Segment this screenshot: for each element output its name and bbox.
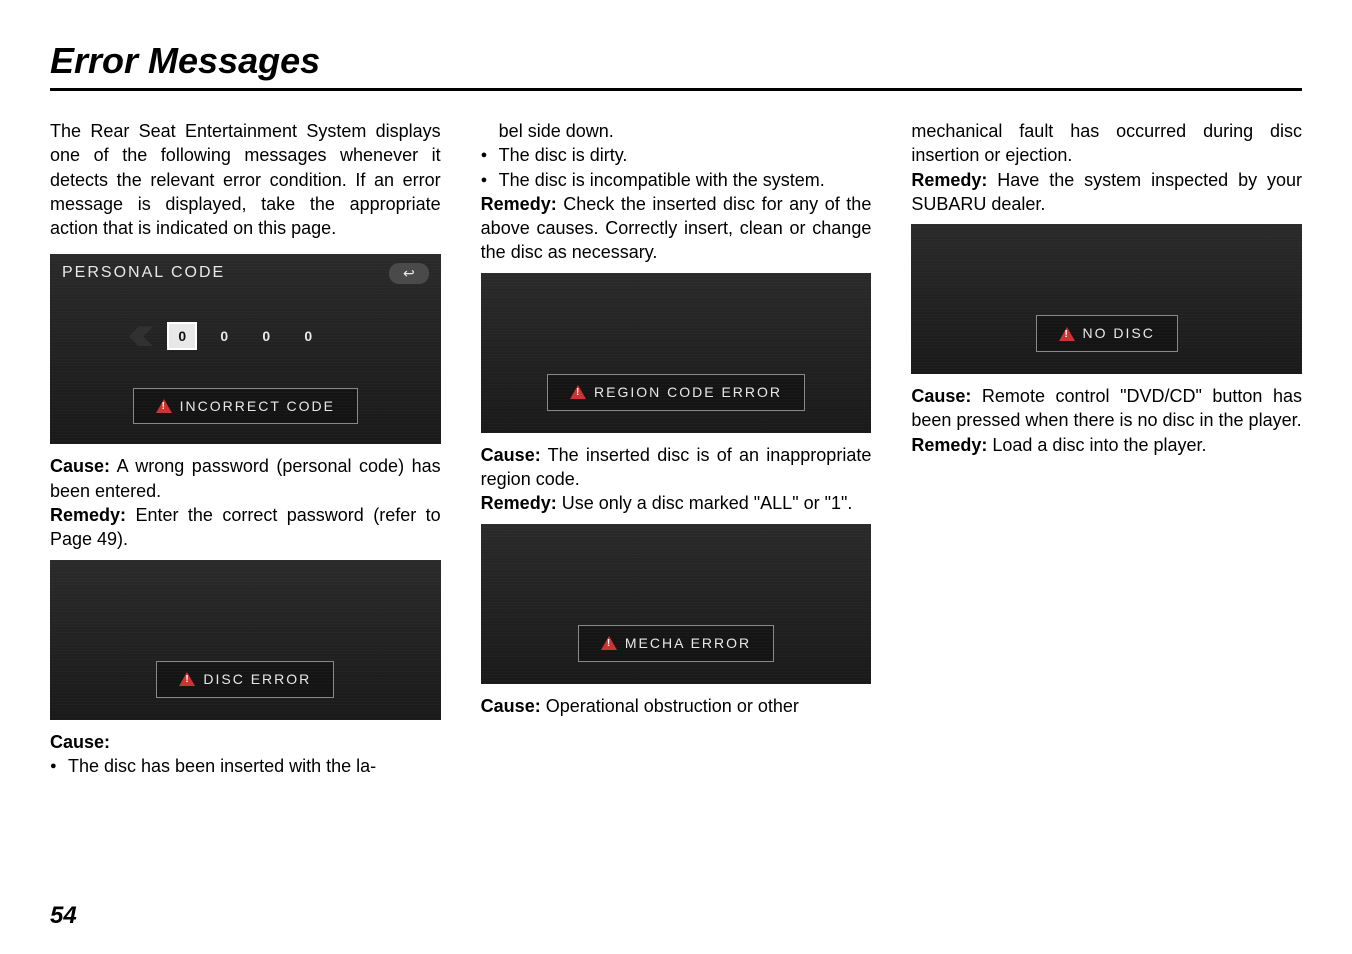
column-1: The Rear Seat Entertainment System displ… [50, 119, 441, 778]
screen-mecha-error: MECHA ERROR [481, 524, 872, 684]
remedy-block-2: Remedy: Check the inserted disc for any … [481, 192, 872, 265]
remedy-label: Remedy: [481, 194, 557, 214]
cause-bullet-2: The disc is dirty. [481, 143, 872, 167]
cause-list-cont: The disc is dirty. The disc is incompati… [481, 143, 872, 192]
remedy-label: Remedy: [911, 170, 987, 190]
remedy-text: Load a disc into the player. [987, 435, 1206, 455]
code-input-row: 0 0 0 0 [50, 324, 441, 348]
cause-remedy-block-1: Cause: A wrong password (personal code) … [50, 454, 441, 551]
cause-remedy-block-5: Cause: Remote control "DVD/CD" button ha… [911, 384, 1302, 457]
error-label: INCORRECT CODE [180, 397, 335, 416]
cause-label: Cause: [481, 445, 541, 465]
remedy-label: Remedy: [50, 505, 126, 525]
column-3: mechanical fault has occurred during dis… [911, 119, 1302, 778]
error-box-incorrect-code: INCORRECT CODE [133, 388, 358, 425]
warning-icon [570, 385, 586, 399]
cause-label: Cause: [50, 456, 110, 476]
remedy-label: Remedy: [911, 435, 987, 455]
bullet1-continuation: bel side down. [481, 119, 872, 143]
page-title: Error Messages [50, 40, 1302, 91]
screen-personal-code: PERSONAL CODE ↩ 0 0 0 0 INCORRECT CODE [50, 254, 441, 444]
cause-remedy-block-3: Cause: The inserted disc is of an inappr… [481, 443, 872, 516]
error-label: DISC ERROR [203, 670, 311, 689]
intro-text: The Rear Seat Entertainment System displ… [50, 119, 441, 240]
cause-bullet-1: The disc has been inserted with the la- [50, 754, 441, 778]
page-number: 54 [50, 902, 77, 930]
error-box-mecha-error: MECHA ERROR [578, 625, 774, 662]
error-box-no-disc: NO DISC [1036, 315, 1178, 352]
content-columns: The Rear Seat Entertainment System displ… [50, 119, 1302, 778]
error-label: MECHA ERROR [625, 634, 751, 653]
cause-label: Cause: [481, 696, 541, 716]
error-box-disc-error: DISC ERROR [156, 661, 334, 698]
arrow-left-icon [129, 326, 153, 346]
code-digit-4: 0 [295, 324, 321, 348]
warning-icon [156, 399, 172, 413]
column-2: bel side down. The disc is dirty. The di… [481, 119, 872, 778]
cause-text: Operational obstruction or other [541, 696, 799, 716]
remedy-block-4: Remedy: Have the system inspected by you… [911, 168, 1302, 217]
remedy-label: Remedy: [481, 493, 557, 513]
code-digit-2: 0 [211, 324, 237, 348]
code-digit-1: 0 [169, 324, 195, 348]
screen-header-title: PERSONAL CODE [62, 262, 225, 284]
warning-icon [1059, 327, 1075, 341]
code-digit-3: 0 [253, 324, 279, 348]
cause-bullet-3: The disc is incompatible with the system… [481, 168, 872, 192]
cause-label-2: Cause: [50, 730, 441, 754]
screen-header: PERSONAL CODE ↩ [62, 262, 429, 284]
cause-block-4: Cause: Operational obstruction or other [481, 694, 872, 718]
error-label: REGION CODE ERROR [594, 383, 782, 402]
warning-icon [601, 636, 617, 650]
screen-region-code-error: REGION CODE ERROR [481, 273, 872, 433]
back-icon: ↩ [389, 263, 429, 284]
warning-icon [179, 672, 195, 686]
error-label: NO DISC [1083, 324, 1155, 343]
error-box-region-code: REGION CODE ERROR [547, 374, 805, 411]
screen-disc-error: DISC ERROR [50, 560, 441, 720]
cause4-continuation: mechanical fault has occurred during dis… [911, 119, 1302, 168]
cause-list: The disc has been inserted with the la- [50, 754, 441, 778]
remedy-text: Use only a disc marked "ALL" or "1". [557, 493, 853, 513]
screen-no-disc: NO DISC [911, 224, 1302, 374]
cause-label: Cause: [911, 386, 971, 406]
